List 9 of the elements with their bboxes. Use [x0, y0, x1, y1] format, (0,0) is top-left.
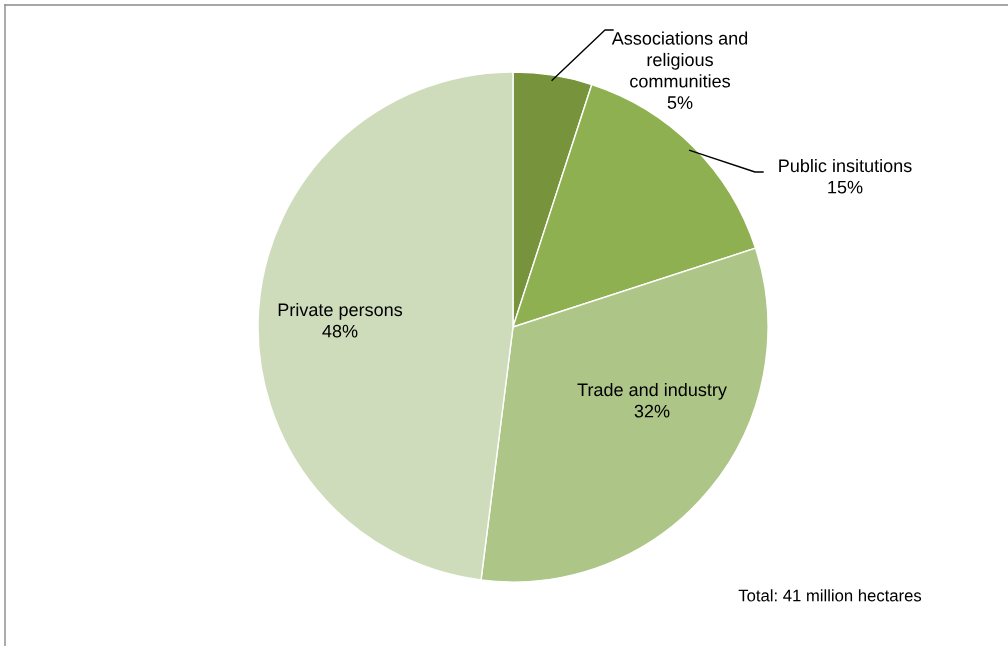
data-label: 48% — [322, 324, 358, 338]
data-label: 15% — [828, 180, 863, 194]
data-label: 5% — [667, 96, 693, 109]
data-label: 32% — [634, 404, 670, 418]
slice-label: Associations and religious communities — [611, 31, 748, 88]
slice-label: Trade and industry — [577, 382, 727, 400]
slice-label: Public insitutions — [779, 158, 912, 173]
slice-label: Private persons — [278, 302, 403, 320]
text: Total: 41 million hectares — [738, 589, 922, 602]
